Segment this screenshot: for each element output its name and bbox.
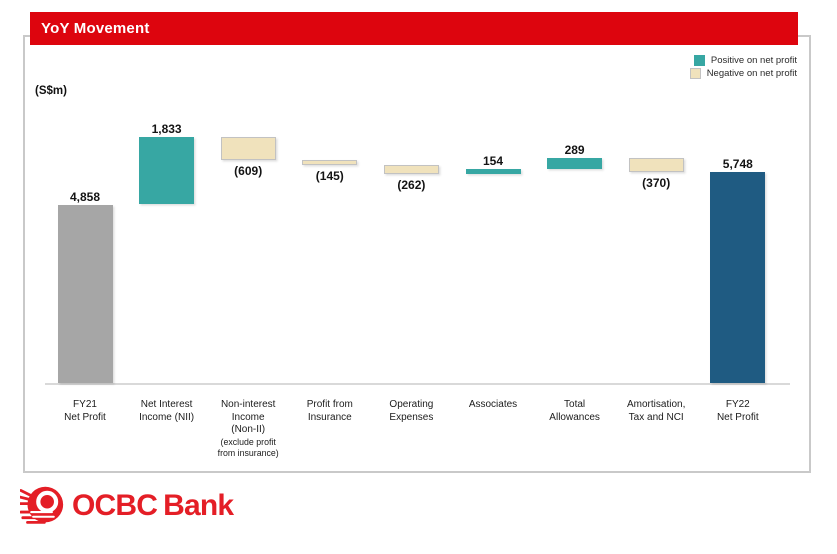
- value-label-fy22-net-profit: 5,748: [722, 156, 753, 171]
- page-title: YoY Movement: [41, 20, 150, 37]
- category-label-non-interest-income: Non-interest Income (Non-II) (exclude profi…: [217, 399, 279, 458]
- legend-item-positive: Positive on net profit: [690, 55, 797, 66]
- bar-associates: [465, 168, 521, 175]
- bar-non-interest-income: [220, 137, 276, 160]
- category-label-fy21-net-profit: FY21 Net Profit: [64, 399, 106, 423]
- ocbc-logo-text: OCBC Bank: [72, 488, 234, 523]
- value-label-associates: 154: [482, 153, 504, 168]
- legend: Positive on net profit Negative on net p…: [689, 55, 797, 81]
- category-label-operating-expenses: Operating Expenses: [389, 399, 434, 423]
- legend-item-negative: Negative on net profit: [689, 68, 797, 79]
- category-label-fy22-net-profit: FY22 Net Profit: [716, 399, 759, 423]
- value-label-fy21-net-profit: 4,858: [69, 189, 101, 204]
- value-label-operating-expenses: (262): [397, 178, 426, 193]
- legend-swatch-negative-icon: [689, 68, 701, 79]
- logo-word-bank: Bank: [163, 488, 234, 522]
- bar-fy22-net-profit: [710, 171, 766, 383]
- category-label-associates: Associates: [468, 399, 518, 410]
- category-label-profit-from-insurance: Profit from Insurance: [306, 399, 353, 423]
- header-bar: YoY Movement: [30, 12, 798, 45]
- axis-units-label: (S$m): [35, 85, 67, 97]
- bar-operating-expenses: [383, 164, 439, 175]
- bar-total-allowances: [547, 158, 603, 169]
- ocbc-emblem-icon: [20, 486, 64, 524]
- category-label-net-interest-income: Net Interest Income (NII): [139, 399, 195, 423]
- bar-fy21-net-profit: [57, 204, 113, 383]
- bar-net-interest-income: [139, 137, 195, 205]
- legend-label-positive: Positive on net profit: [710, 55, 797, 66]
- value-label-net-interest-income: 1,833: [151, 122, 182, 137]
- x-axis-baseline: [45, 383, 790, 385]
- legend-swatch-positive-icon: [693, 55, 705, 66]
- value-label-total-allowances: 289: [564, 143, 585, 158]
- value-label-amortisation-tax-nci: (370): [642, 175, 671, 190]
- category-label-amortisation-tax-nci: Amortisation, Tax and NCI: [627, 399, 686, 423]
- bar-amortisation-tax-nci: [628, 158, 684, 172]
- value-label-non-interest-income: (609): [234, 163, 263, 178]
- legend-label-negative: Negative on net profit: [706, 68, 797, 79]
- logo-word-ocbc: OCBC: [72, 488, 158, 522]
- category-label-total-allowances: Total Allowances: [549, 399, 600, 423]
- ocbc-logo: OCBC Bank: [20, 483, 234, 528]
- chart-panel: [23, 35, 811, 473]
- bar-profit-from-insurance: [302, 159, 358, 165]
- value-label-profit-from-insurance: (145): [315, 168, 344, 183]
